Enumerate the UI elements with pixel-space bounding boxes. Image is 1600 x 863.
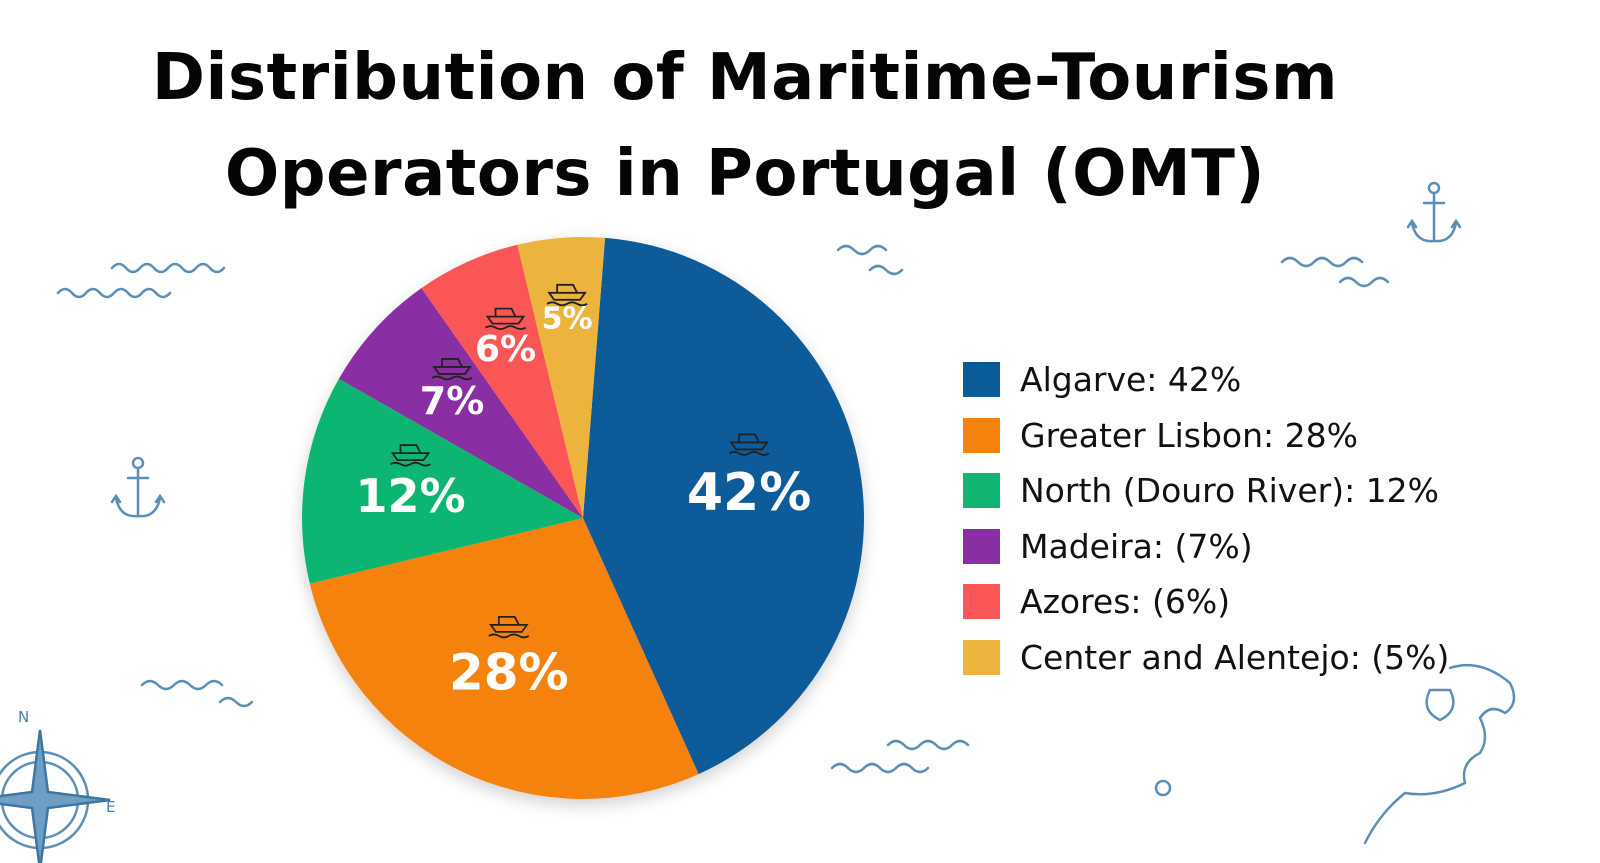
data-label: 7% [420,379,485,423]
pie-slice-algarve [583,237,865,775]
legend-item: Madeira: (7%) [963,519,1449,575]
volcano-whale-icon [485,307,526,331]
legend-label: Algarve: 42% [1020,360,1242,400]
legend-label: Madeira: (7%) [1020,526,1253,566]
legend-item: Greater Lisbon: 28% [963,408,1449,464]
data-label: 5% [542,301,593,336]
data-label: 12% [355,469,465,523]
pie-slice-azores [421,244,583,519]
chart-title-line-1: Distribution of Maritime-Tourism [151,41,1339,115]
legend-label: North (Douro River): 12% [1020,471,1440,511]
yacht-icon [728,433,770,456]
legend-swatch [963,417,1000,453]
pie-slice-greater-lisbon [309,518,699,800]
pie-slice-center-and-alentejo [517,237,606,519]
data-label: 28% [449,643,569,701]
legend-label: Azores: (6%) [1020,582,1231,622]
compass-rose-icon [0,729,111,863]
lighthouse-harbor-icon [488,616,530,639]
legend: Algarve: 42% Greater Lisbon: 28% North (Do… [963,352,1449,685]
compass-north-label: N [18,708,30,726]
wave-icon [868,264,904,276]
coastline-map-icon [1363,663,1516,845]
chart-title-line-2: Operators in Portugal (OMT) [224,137,1266,211]
pie-slice-madeira [338,288,583,518]
wave-icon [1280,256,1364,268]
anchor-icon [1406,181,1462,243]
chart-title: Distribution of Maritime-Tourism Operato… [0,30,1490,222]
data-label: 6% [475,329,536,370]
compass-east-label: E [106,798,116,816]
wave-icon [886,739,970,751]
wave-icon [836,244,888,256]
legend-item: Algarve: 42% [963,352,1449,408]
lighthouse-coast-icon [546,283,588,307]
pie-slice-north-douro-river [301,378,583,584]
legend-swatch [963,584,1000,620]
legend-swatch [963,528,1000,564]
legend-swatch [963,473,1000,509]
island-ship-icon [431,358,473,381]
anchor-icon [110,456,166,518]
legend-item: Azores: (6%) [963,574,1449,630]
wave-icon [110,262,226,274]
river-boat-icon [390,444,431,467]
wave-icon [56,287,172,299]
legend-item: North (Douro River): 12% [963,463,1449,519]
wave-icon [830,762,930,774]
legend-swatch [963,639,1000,675]
wave-icon [218,696,254,708]
legend-label: Greater Lisbon: 28% [1020,415,1358,455]
wave-icon [140,679,224,691]
buoy-icon [1154,779,1172,797]
wave-icon [1338,276,1390,288]
data-label: 42% [687,463,811,523]
legend-swatch [963,362,1000,398]
legend-label: Center and Alentejo: (5%) [1020,637,1450,677]
legend-item: Center and Alentejo: (5%) [963,630,1449,686]
